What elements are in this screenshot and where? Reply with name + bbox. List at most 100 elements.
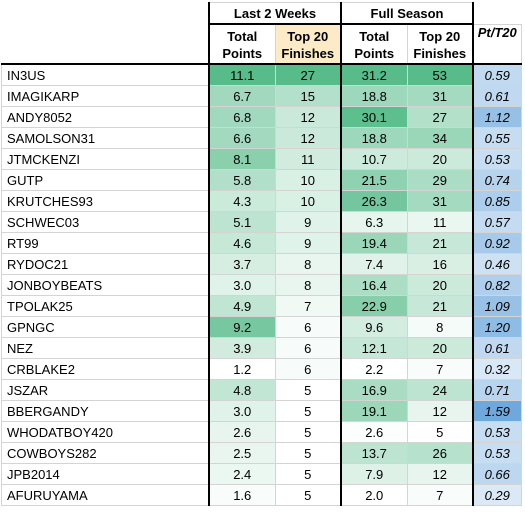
cell-l2-top20[interactable]: 11 <box>274 148 342 170</box>
cell-l2-top20[interactable]: 10 <box>274 190 342 212</box>
cell-fs-top20[interactable]: 27 <box>406 106 474 128</box>
cell-fs-top20[interactable]: 20 <box>406 148 474 170</box>
cell-ratio[interactable]: 0.92 <box>472 232 522 254</box>
cell-l2-top20[interactable]: 9 <box>274 211 342 233</box>
cell-player-name[interactable]: IMAGIKARP <box>1 85 210 107</box>
cell-l2-points[interactable]: 6.7 <box>208 85 276 107</box>
cell-player-name[interactable]: GUTP <box>1 169 210 191</box>
cell-fs-top20[interactable]: 21 <box>406 232 474 254</box>
cell-fs-points[interactable]: 16.9 <box>340 379 408 401</box>
cell-fs-top20[interactable]: 12 <box>406 463 474 485</box>
header-fs-total[interactable]: Total <box>340 23 408 44</box>
cell-ratio[interactable]: 0.71 <box>472 379 522 401</box>
cell-player-name[interactable]: RYDOC21 <box>1 253 210 275</box>
cell-l2-points[interactable]: 4.9 <box>208 295 276 317</box>
cell-l2-points[interactable]: 2.6 <box>208 421 276 443</box>
cell-ratio[interactable]: 1.59 <box>472 400 522 422</box>
cell-l2-points[interactable]: 2.5 <box>208 442 276 464</box>
cell-l2-top20[interactable]: 12 <box>274 127 342 149</box>
cell-l2-points[interactable]: 6.6 <box>208 127 276 149</box>
cell-fs-points[interactable]: 10.7 <box>340 148 408 170</box>
cell-fs-points[interactable]: 21.5 <box>340 169 408 191</box>
cell-fs-top20[interactable]: 34 <box>406 127 474 149</box>
cell-l2-points[interactable]: 3.0 <box>208 400 276 422</box>
header-blank-cell[interactable] <box>2 24 210 44</box>
cell-fs-points[interactable]: 7.9 <box>340 463 408 485</box>
cell-fs-points[interactable]: 2.2 <box>340 358 408 380</box>
cell-l2-points[interactable]: 11.1 <box>208 63 276 86</box>
cell-ratio[interactable]: 1.20 <box>472 316 522 338</box>
cell-fs-top20[interactable]: 24 <box>406 379 474 401</box>
cell-fs-top20[interactable]: 31 <box>406 190 474 212</box>
cell-player-name[interactable]: CRBLAKE2 <box>1 358 210 380</box>
cell-l2-points[interactable]: 5.8 <box>208 169 276 191</box>
header-ratio[interactable]: Pt/T20 <box>472 23 522 65</box>
cell-fs-top20[interactable]: 7 <box>406 484 474 506</box>
cell-l2-top20[interactable]: 5 <box>274 421 342 443</box>
cell-ratio[interactable]: 1.09 <box>472 295 522 317</box>
cell-fs-top20[interactable]: 8 <box>406 316 474 338</box>
cell-fs-top20[interactable]: 16 <box>406 253 474 275</box>
cell-l2-points[interactable]: 5.1 <box>208 211 276 233</box>
cell-player-name[interactable]: JSZAR <box>1 379 210 401</box>
cell-fs-top20[interactable]: 11 <box>406 211 474 233</box>
cell-fs-points[interactable]: 2.6 <box>340 421 408 443</box>
cell-player-name[interactable]: COWBOYS282 <box>1 442 210 464</box>
cell-l2-points[interactable]: 1.6 <box>208 484 276 506</box>
cell-l2-top20[interactable]: 6 <box>274 316 342 338</box>
cell-l2-points[interactable]: 3.7 <box>208 253 276 275</box>
cell-fs-points[interactable]: 18.8 <box>340 127 408 149</box>
cell-player-name[interactable]: SCHWEC03 <box>1 211 210 233</box>
cell-player-name[interactable]: BBERGANDY <box>1 400 210 422</box>
cell-fs-points[interactable]: 13.7 <box>340 442 408 464</box>
cell-l2-top20[interactable]: 5 <box>274 484 342 506</box>
cell-ratio[interactable]: 0.57 <box>472 211 522 233</box>
cell-ratio[interactable]: 0.74 <box>472 169 522 191</box>
cell-ratio[interactable]: 0.29 <box>472 484 522 506</box>
cell-ratio[interactable]: 0.32 <box>472 358 522 380</box>
header-last-2-weeks[interactable]: Last 2 Weeks <box>208 2 342 25</box>
header-l2-top20[interactable]: Top 20 <box>274 23 342 44</box>
cell-l2-top20[interactable]: 8 <box>274 274 342 296</box>
cell-player-name[interactable]: JPB2014 <box>1 463 210 485</box>
cell-player-name[interactable]: JTMCKENZI <box>1 148 210 170</box>
cell-fs-points[interactable]: 22.9 <box>340 295 408 317</box>
cell-player-name[interactable]: RT99 <box>1 232 210 254</box>
cell-l2-top20[interactable]: 6 <box>274 337 342 359</box>
cell-fs-points[interactable]: 18.8 <box>340 85 408 107</box>
header-fs-finishes[interactable]: Finishes <box>406 44 474 65</box>
cell-player-name[interactable]: SAMOLSON31 <box>1 127 210 149</box>
cell-l2-top20[interactable]: 5 <box>274 463 342 485</box>
cell-l2-points[interactable]: 3.9 <box>208 337 276 359</box>
header-l2-total[interactable]: Total <box>208 23 276 44</box>
cell-player-name[interactable]: NEZ <box>1 337 210 359</box>
cell-fs-top20[interactable]: 20 <box>406 337 474 359</box>
cell-l2-top20[interactable]: 5 <box>274 400 342 422</box>
cell-l2-points[interactable]: 4.3 <box>208 190 276 212</box>
cell-ratio[interactable]: 0.66 <box>472 463 522 485</box>
cell-l2-points[interactable]: 1.2 <box>208 358 276 380</box>
cell-l2-top20[interactable]: 27 <box>274 63 342 86</box>
cell-l2-top20[interactable]: 15 <box>274 85 342 107</box>
cell-player-name[interactable]: ANDY8052 <box>1 106 210 128</box>
cell-ratio[interactable]: 0.61 <box>472 85 522 107</box>
cell-ratio[interactable]: 0.55 <box>472 127 522 149</box>
cell-player-name[interactable]: TPOLAK25 <box>1 295 210 317</box>
cell-player-name[interactable]: JONBOYBEATS <box>1 274 210 296</box>
cell-player-name[interactable]: KRUTCHES93 <box>1 190 210 212</box>
cell-ratio[interactable]: 0.46 <box>472 253 522 275</box>
cell-l2-top20[interactable]: 6 <box>274 358 342 380</box>
cell-ratio[interactable]: 0.82 <box>472 274 522 296</box>
cell-l2-points[interactable]: 4.8 <box>208 379 276 401</box>
cell-l2-points[interactable]: 8.1 <box>208 148 276 170</box>
cell-ratio[interactable]: 0.53 <box>472 148 522 170</box>
cell-l2-points[interactable]: 4.6 <box>208 232 276 254</box>
cell-fs-top20[interactable]: 20 <box>406 274 474 296</box>
cell-fs-points[interactable]: 30.1 <box>340 106 408 128</box>
header-blank-cell[interactable] <box>473 3 521 25</box>
cell-fs-points[interactable]: 19.4 <box>340 232 408 254</box>
cell-l2-points[interactable]: 9.2 <box>208 316 276 338</box>
cell-fs-points[interactable]: 2.0 <box>340 484 408 506</box>
cell-player-name[interactable]: WHODATBOY420 <box>1 421 210 443</box>
cell-fs-top20[interactable]: 5 <box>406 421 474 443</box>
